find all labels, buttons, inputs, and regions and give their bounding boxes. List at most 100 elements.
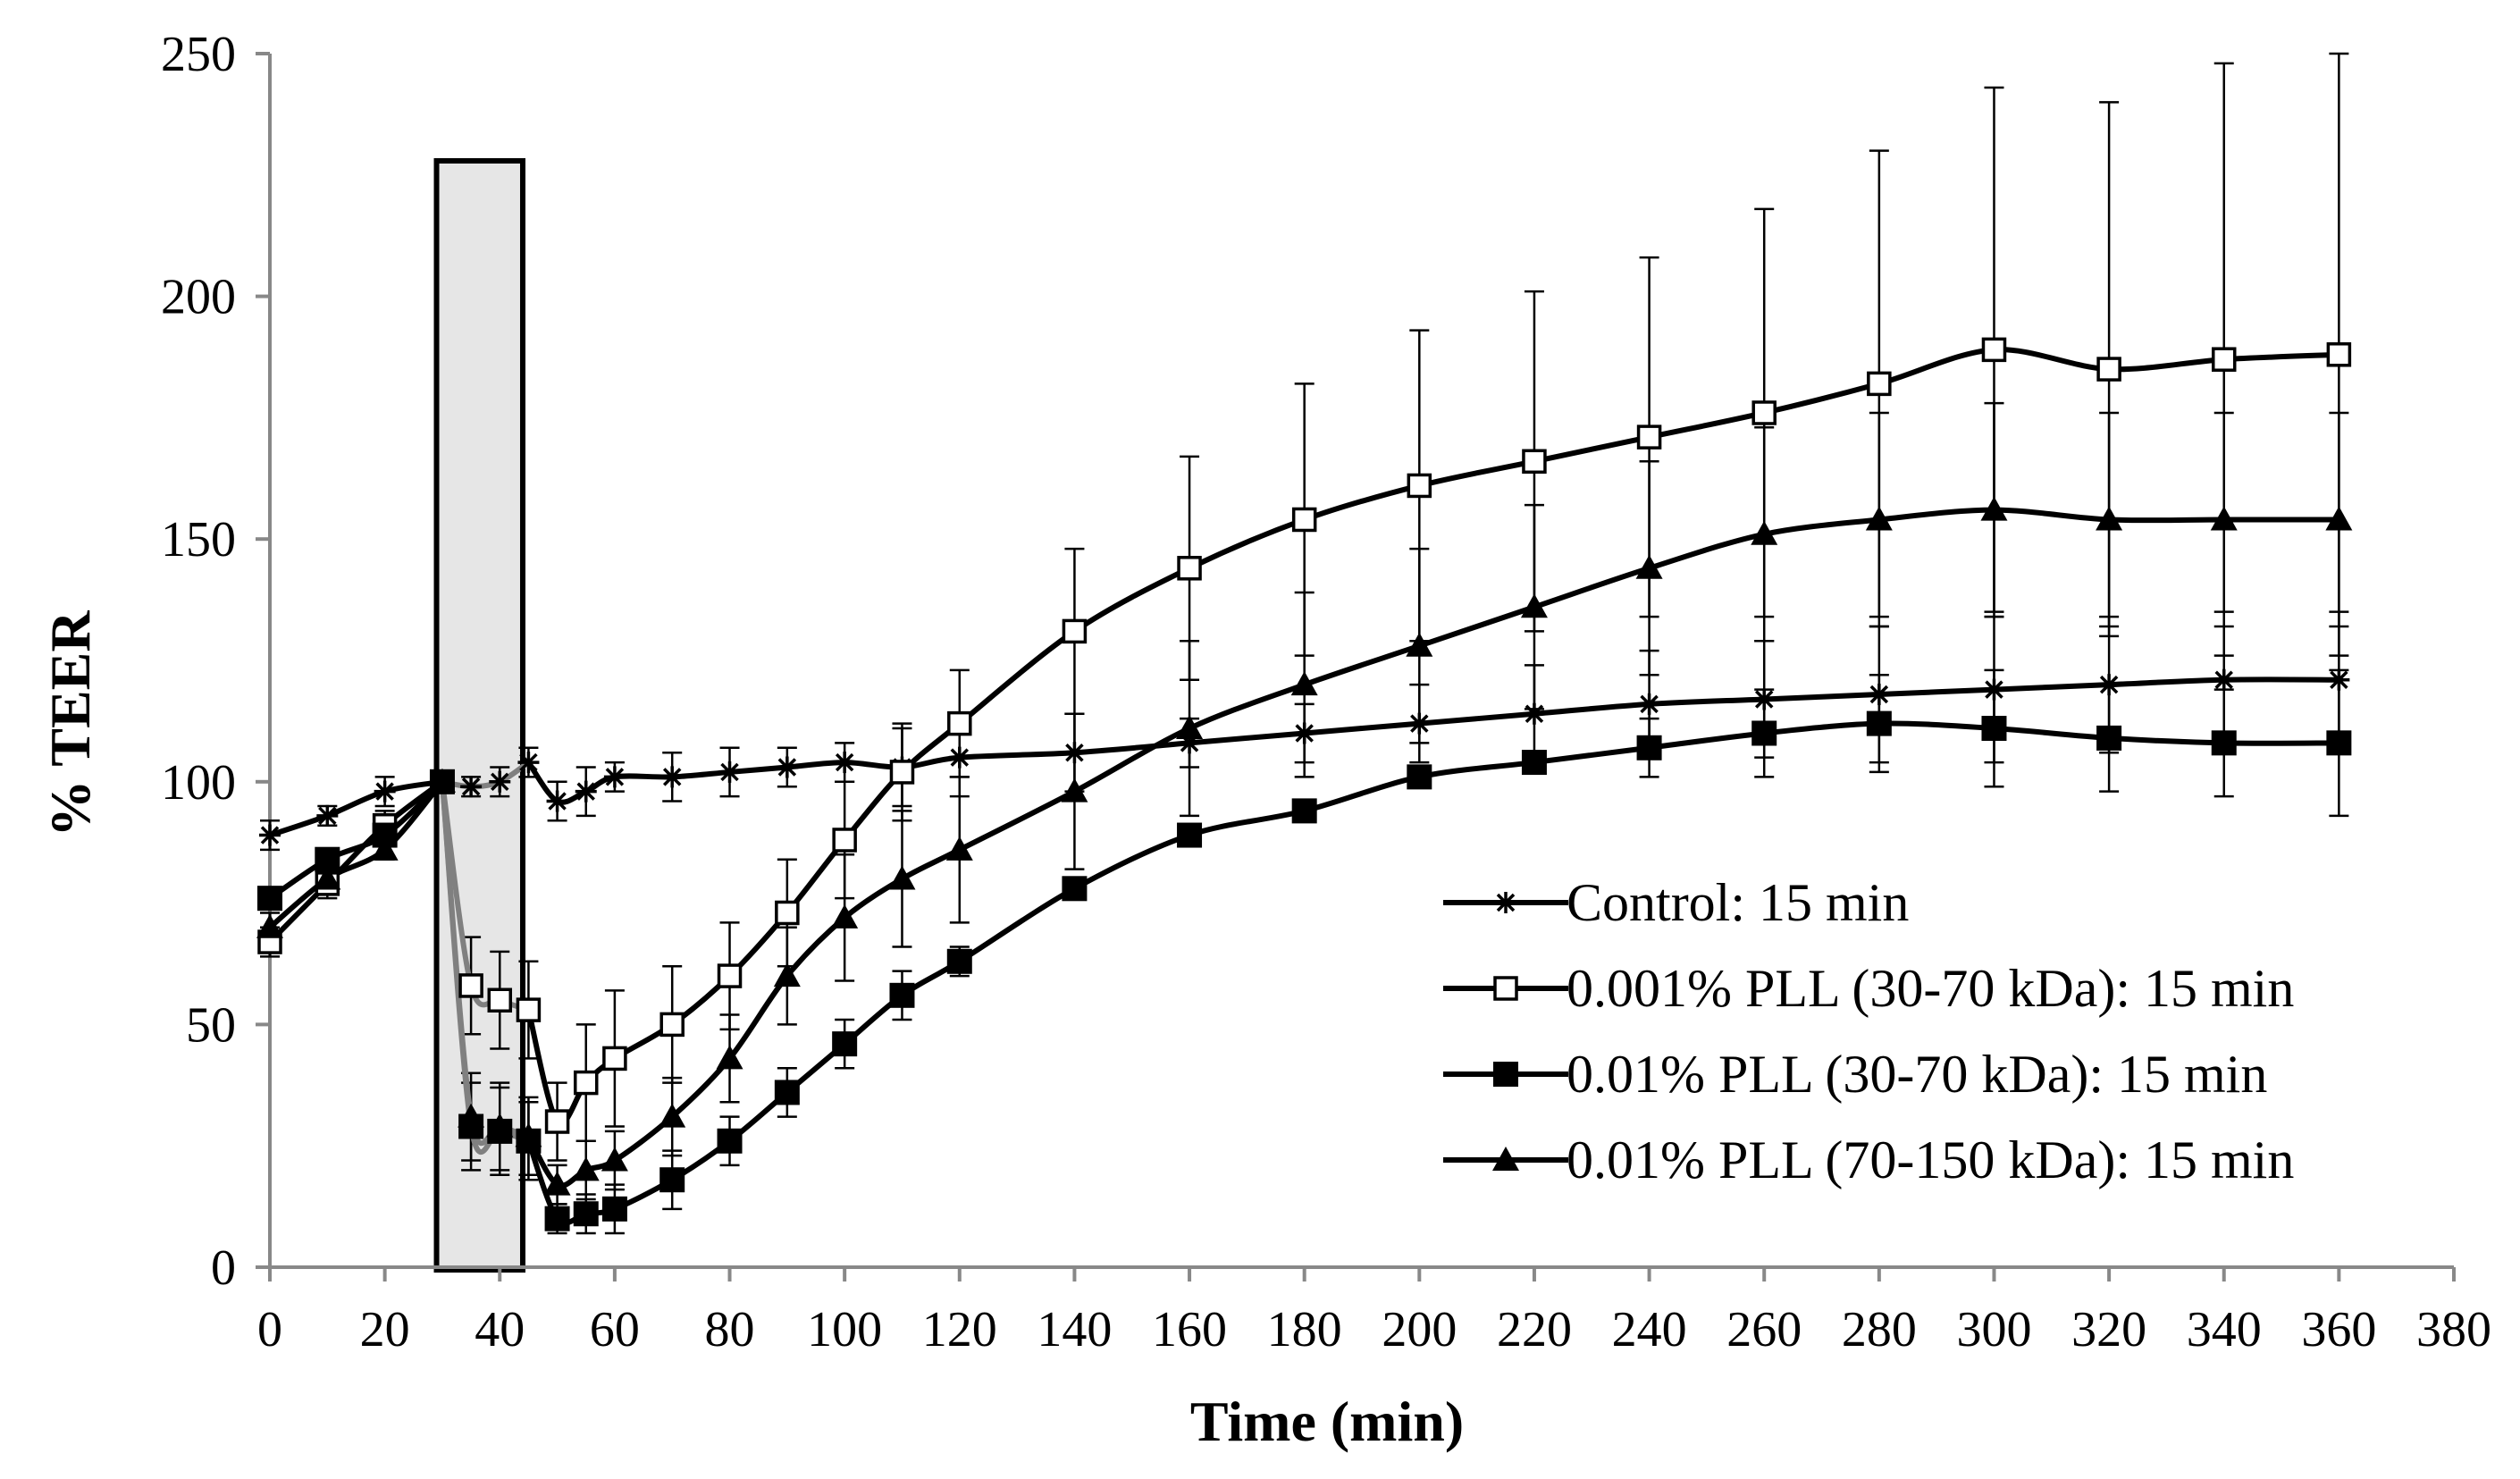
data-point — [776, 756, 798, 778]
data-point — [946, 948, 972, 974]
data-point — [1981, 716, 2007, 742]
y-tick-label: 50 — [186, 997, 236, 1053]
data-point — [1636, 424, 1662, 450]
data-point — [2328, 668, 2350, 691]
data-point — [601, 1147, 628, 1172]
data-point — [1866, 710, 1892, 736]
data-point — [546, 790, 568, 812]
data-point — [1291, 798, 1317, 824]
data-point — [458, 1103, 485, 1128]
legend-marker — [1495, 892, 1516, 913]
x-tick-label: 160 — [1152, 1302, 1227, 1357]
data-point — [314, 865, 341, 890]
data-point — [659, 1012, 685, 1038]
x-tick-label: 260 — [1726, 1302, 1802, 1357]
data-point — [486, 1113, 514, 1138]
y-tick-label: 150 — [161, 512, 236, 567]
data-point — [573, 1070, 599, 1096]
data-point — [775, 900, 800, 926]
y-tick-labels: 0 50 100 150 200 250 — [161, 27, 236, 1296]
data-point — [948, 746, 970, 769]
data-point — [2213, 668, 2235, 691]
data-point — [515, 1122, 542, 1147]
x-tick-label: 380 — [2416, 1302, 2491, 1357]
data-point — [832, 1031, 858, 1057]
data-point — [2210, 506, 2238, 531]
data-point — [602, 1046, 627, 1071]
legend-item: 0.01% PLL (70-150 kDa): 15 min — [1443, 1130, 2294, 1189]
data-point — [428, 768, 456, 793]
data-point — [1636, 735, 1662, 761]
data-point — [1751, 520, 1778, 545]
y-tick-label: 200 — [161, 270, 236, 325]
data-point — [1980, 496, 2008, 521]
legend-marker — [1493, 1062, 1518, 1087]
y-tick-label: 0 — [211, 1240, 236, 1296]
data-point — [1635, 554, 1663, 579]
data-point — [544, 1109, 570, 1134]
data-point — [516, 997, 542, 1022]
data-point — [1868, 684, 1890, 706]
data-point — [458, 973, 483, 998]
data-point — [774, 1080, 800, 1105]
series-line — [268, 779, 445, 901]
x-tick-label: 180 — [1267, 1302, 1342, 1357]
legend-label: Control: 15 min — [1567, 873, 1909, 932]
treatment-window — [433, 158, 525, 1273]
data-point — [2096, 725, 2122, 751]
data-point — [460, 776, 483, 798]
x-tick-label: 220 — [1497, 1302, 1572, 1357]
data-point — [259, 824, 281, 846]
x-tick-label: 0 — [257, 1302, 282, 1357]
series-line — [269, 778, 443, 838]
x-tick-label: 20 — [360, 1302, 410, 1357]
legend-label: 0.001% PLL (30-70 kDa): 15 min — [1567, 959, 2294, 1018]
data-point — [661, 766, 684, 788]
series-markers — [256, 337, 2353, 1231]
data-point — [1061, 777, 1088, 803]
data-point — [316, 804, 339, 827]
data-point — [2096, 506, 2123, 531]
data-point — [1983, 678, 2005, 701]
data-point — [257, 886, 282, 912]
x-tick-label: 200 — [1382, 1302, 1457, 1357]
data-point — [945, 836, 973, 861]
data-point — [601, 1196, 627, 1222]
data-point — [573, 1201, 599, 1227]
y-axis-title: % TEER — [38, 610, 102, 837]
data-point — [1063, 742, 1086, 764]
series-line — [441, 760, 531, 790]
data-point — [832, 828, 857, 853]
data-point — [1406, 632, 1433, 657]
data-point — [2325, 506, 2353, 531]
x-tick-label: 100 — [807, 1302, 882, 1357]
data-point — [1177, 556, 1202, 581]
data-point — [659, 1167, 685, 1193]
data-point — [834, 752, 856, 774]
data-point — [1981, 337, 2007, 363]
x-tick-labels: 0 20 40 60 80 100 120 140 160 180 200 220 240 260 280 3… — [257, 1302, 2491, 1357]
legend-marker — [1492, 1147, 1519, 1171]
data-point — [1062, 618, 1088, 644]
data-point — [603, 766, 626, 788]
data-point — [517, 752, 540, 774]
series-line — [267, 779, 444, 945]
data-point — [1751, 400, 1777, 425]
legend-item: 0.01% PLL (30-70 kDa): 15 min — [1443, 1045, 2267, 1104]
x-tick-label: 40 — [475, 1302, 525, 1357]
data-point — [371, 836, 399, 861]
data-point — [2326, 342, 2352, 367]
x-tick-label: 280 — [1842, 1302, 1917, 1357]
x-tick-label: 320 — [2071, 1302, 2146, 1357]
data-point — [1291, 507, 1317, 533]
axes — [256, 52, 2456, 1282]
data-point — [889, 982, 915, 1008]
data-point — [1407, 473, 1432, 499]
data-point — [717, 963, 743, 988]
data-point — [1521, 750, 1547, 776]
data-point — [1293, 722, 1315, 744]
data-point — [717, 1128, 743, 1154]
data-point — [374, 780, 396, 803]
data-point — [256, 913, 283, 938]
data-point — [575, 780, 597, 803]
